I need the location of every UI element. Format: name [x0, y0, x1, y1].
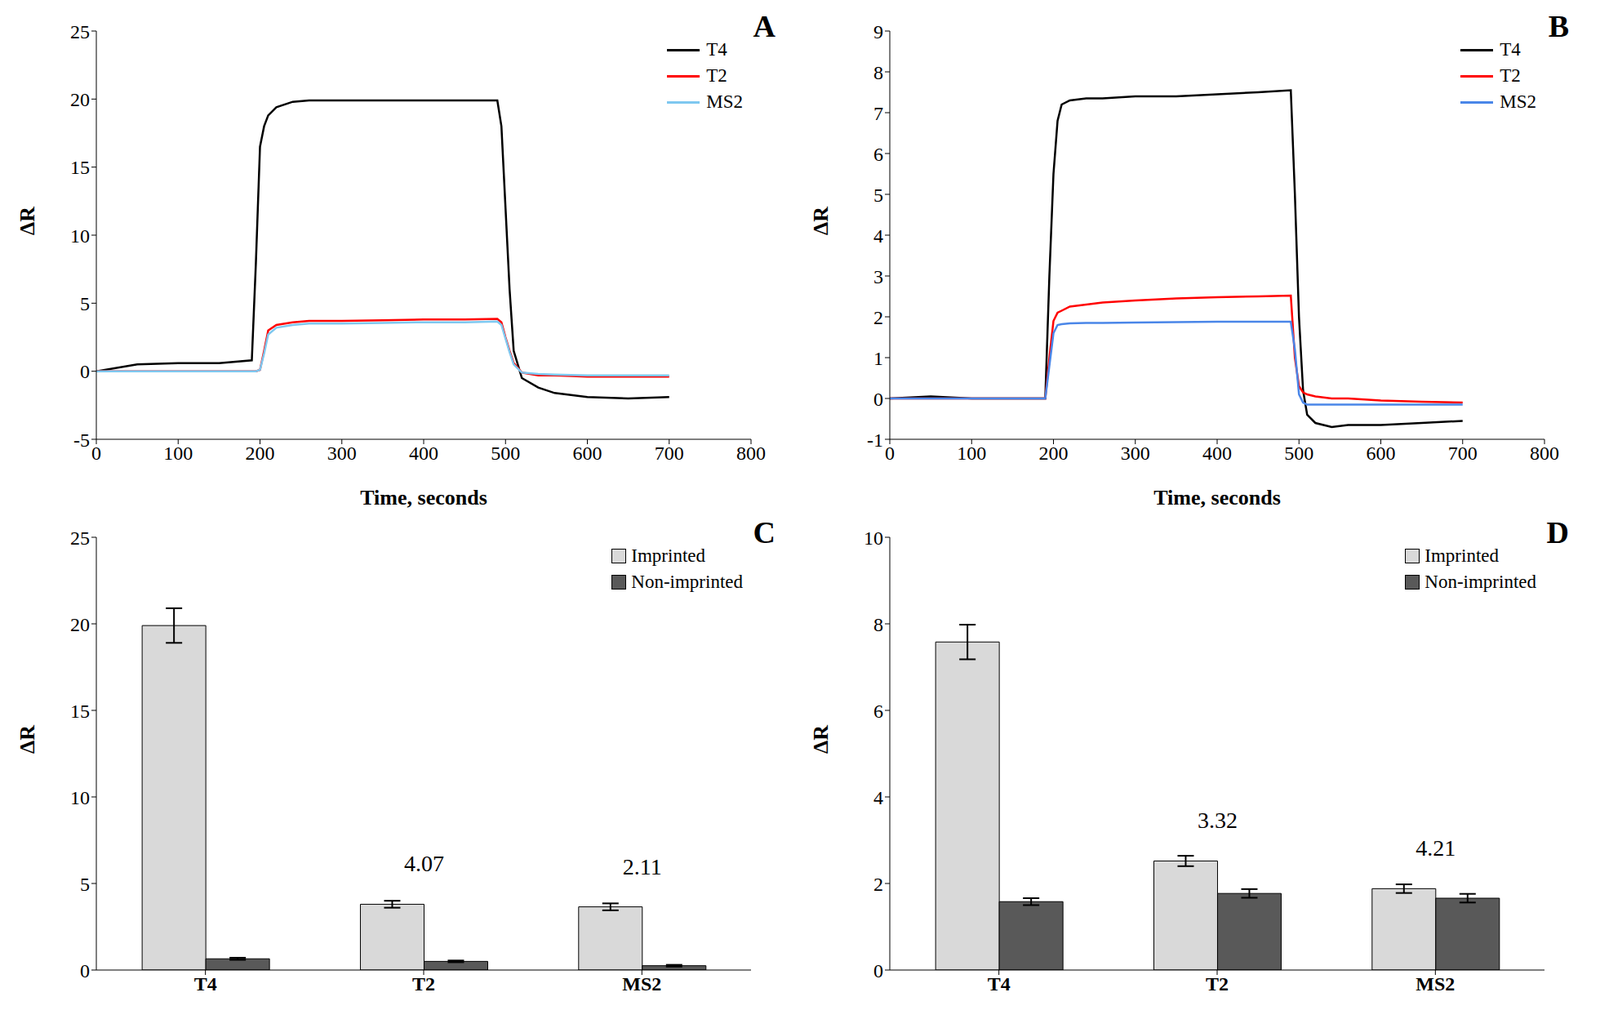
- svg-text:2.11: 2.11: [622, 853, 663, 880]
- svg-text:T2: T2: [412, 973, 436, 995]
- html-text:MS2: MS2: [706, 91, 743, 112]
- svg-text:4.07: 4.07: [404, 850, 445, 876]
- svg-text:2: 2: [873, 306, 884, 329]
- svg-text:0: 0: [884, 442, 895, 464]
- svg-text:10: 10: [863, 527, 884, 549]
- svg-text:4: 4: [873, 786, 884, 809]
- svg-text:800: 800: [736, 442, 766, 464]
- svg-text:5: 5: [80, 873, 90, 895]
- svg-text:15: 15: [70, 700, 90, 722]
- svg-text:ΔR: ΔR: [808, 206, 833, 236]
- html-text:Imprinted: Imprinted: [1424, 545, 1499, 566]
- svg-text:8: 8: [873, 62, 884, 84]
- svg-text:15: 15: [70, 156, 90, 178]
- svg-text:ΔR: ΔR: [15, 724, 40, 754]
- svg-text:-1: -1: [866, 429, 884, 451]
- svg-text:9: 9: [873, 21, 884, 43]
- svg-text:-5: -5: [73, 429, 90, 451]
- html-text:Non-imprinted: Non-imprinted: [1424, 571, 1537, 592]
- html-text:T4: T4: [706, 39, 728, 60]
- svg-text:25: 25: [70, 21, 90, 43]
- html-text:Non-imprinted: Non-imprinted: [631, 571, 743, 592]
- svg-text:Time, seconds: Time, seconds: [360, 485, 488, 510]
- svg-text:5: 5: [873, 184, 884, 206]
- svg-text:ΔR: ΔR: [808, 724, 833, 754]
- svg-text:500: 500: [490, 442, 520, 464]
- html-text:B: B: [1548, 8, 1569, 44]
- svg-text:25: 25: [70, 527, 90, 549]
- svg-text:ΔR: ΔR: [15, 206, 40, 236]
- svg-text:MS2: MS2: [622, 973, 662, 995]
- svg-text:T4: T4: [987, 973, 1011, 995]
- svg-text:20: 20: [70, 613, 90, 636]
- svg-text:700: 700: [1448, 442, 1478, 464]
- html-text:T2: T2: [706, 65, 728, 86]
- svg-text:Time, seconds: Time, seconds: [1153, 485, 1281, 510]
- svg-text:0: 0: [91, 442, 102, 464]
- html-text:D: D: [1546, 515, 1569, 550]
- svg-text:10: 10: [70, 225, 90, 247]
- svg-text:0: 0: [873, 960, 884, 982]
- svg-text:4.21: 4.21: [1415, 835, 1456, 861]
- svg-text:700: 700: [654, 442, 685, 464]
- svg-text:100: 100: [163, 442, 193, 464]
- html-text:A: A: [753, 8, 776, 44]
- svg-text:10: 10: [70, 786, 90, 809]
- svg-text:0: 0: [80, 360, 90, 383]
- svg-text:600: 600: [1366, 442, 1396, 464]
- svg-text:2: 2: [873, 873, 884, 895]
- svg-text:600: 600: [573, 442, 603, 464]
- svg-text:1: 1: [873, 347, 884, 369]
- svg-text:MS2: MS2: [1415, 973, 1455, 995]
- svg-text:7: 7: [873, 102, 884, 125]
- svg-text:400: 400: [408, 442, 439, 464]
- svg-text:500: 500: [1284, 442, 1314, 464]
- svg-text:T4: T4: [194, 973, 218, 995]
- svg-text:0: 0: [80, 960, 90, 982]
- svg-text:4: 4: [873, 225, 884, 247]
- svg-text:3: 3: [873, 266, 884, 288]
- html-text:C: C: [753, 515, 776, 550]
- html-text:Imprinted: Imprinted: [631, 545, 706, 566]
- html-text:T4: T4: [1499, 39, 1521, 60]
- svg-text:5: 5: [80, 293, 90, 315]
- svg-text:300: 300: [327, 442, 357, 464]
- svg-text:300: 300: [1120, 442, 1151, 464]
- html-text:T2: T2: [1499, 65, 1521, 86]
- svg-text:6: 6: [873, 143, 884, 165]
- svg-text:3.32: 3.32: [1197, 807, 1238, 833]
- html-text:MS2: MS2: [1499, 91, 1537, 112]
- svg-text:200: 200: [245, 442, 276, 464]
- svg-text:6: 6: [873, 700, 884, 722]
- svg-text:200: 200: [1039, 442, 1069, 464]
- svg-text:400: 400: [1202, 442, 1232, 464]
- svg-text:8: 8: [873, 613, 884, 636]
- svg-text:0: 0: [873, 388, 884, 410]
- svg-text:800: 800: [1529, 442, 1560, 464]
- svg-text:T2: T2: [1205, 973, 1229, 995]
- svg-text:20: 20: [70, 88, 90, 111]
- svg-text:100: 100: [956, 442, 987, 464]
